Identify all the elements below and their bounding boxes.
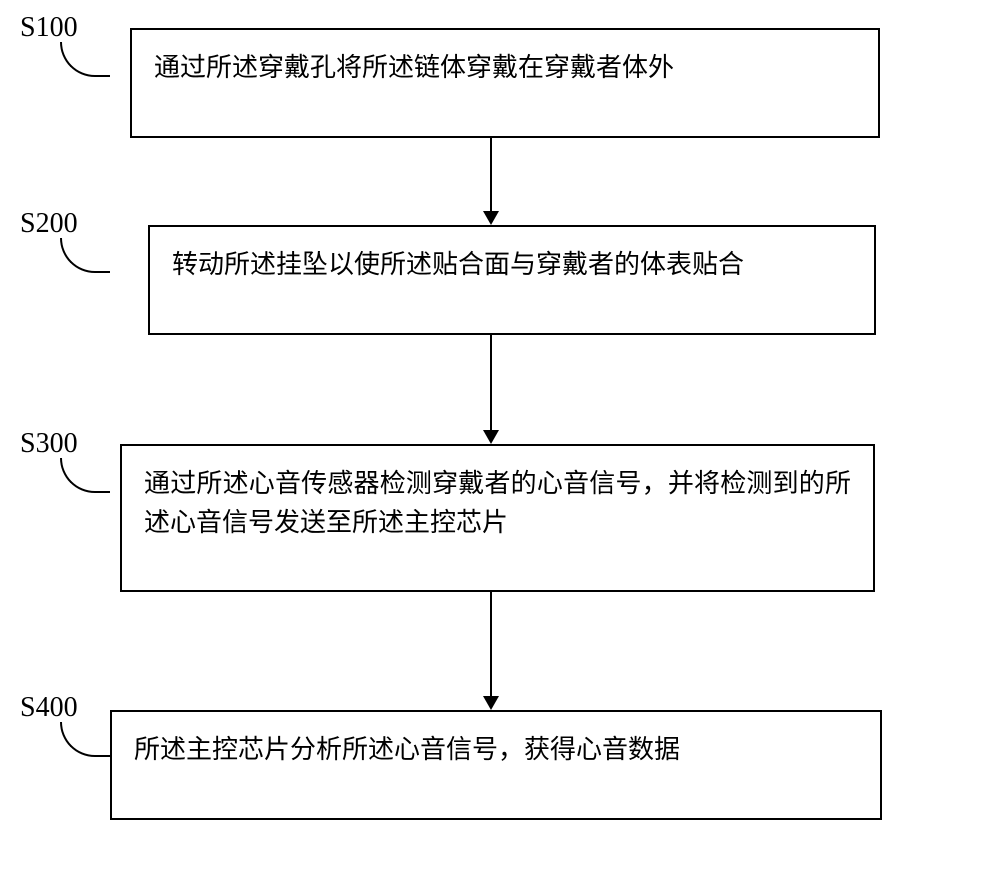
step-text-s400: 所述主控芯片分析所述心音信号，获得心音数据 (134, 735, 680, 764)
step-box-s200: 转动所述挂坠以使所述贴合面与穿戴者的体表贴合 (148, 225, 876, 335)
step-text-s200: 转动所述挂坠以使所述贴合面与穿戴者的体表贴合 (172, 250, 744, 279)
label-connector-s400 (60, 722, 110, 757)
step-box-s300: 通过所述心音传感器检测穿戴者的心音信号，并将检测到的所述心音信号发送至所述主控芯… (120, 444, 875, 592)
step-text-s300: 通过所述心音传感器检测穿戴者的心音信号，并将检测到的所述心音信号发送至所述主控芯… (144, 469, 851, 537)
step-label-s100: S100 (20, 12, 78, 44)
label-connector-s200 (60, 238, 110, 273)
label-connector-s300 (60, 458, 110, 493)
step-text-s100: 通过所述穿戴孔将所述链体穿戴在穿戴者体外 (154, 53, 674, 82)
step-label-s400: S400 (20, 692, 78, 724)
label-connector-s100 (60, 42, 110, 77)
arrow-s100-s200 (490, 138, 492, 225)
step-box-s400: 所述主控芯片分析所述心音信号，获得心音数据 (110, 710, 882, 820)
step-label-s300: S300 (20, 428, 78, 460)
arrow-s300-s400 (490, 592, 492, 710)
arrow-s200-s300 (490, 335, 492, 444)
step-label-s200: S200 (20, 208, 78, 240)
flowchart-container: S100 通过所述穿戴孔将所述链体穿戴在穿戴者体外 S200 转动所述挂坠以使所… (0, 0, 1000, 875)
step-box-s100: 通过所述穿戴孔将所述链体穿戴在穿戴者体外 (130, 28, 880, 138)
